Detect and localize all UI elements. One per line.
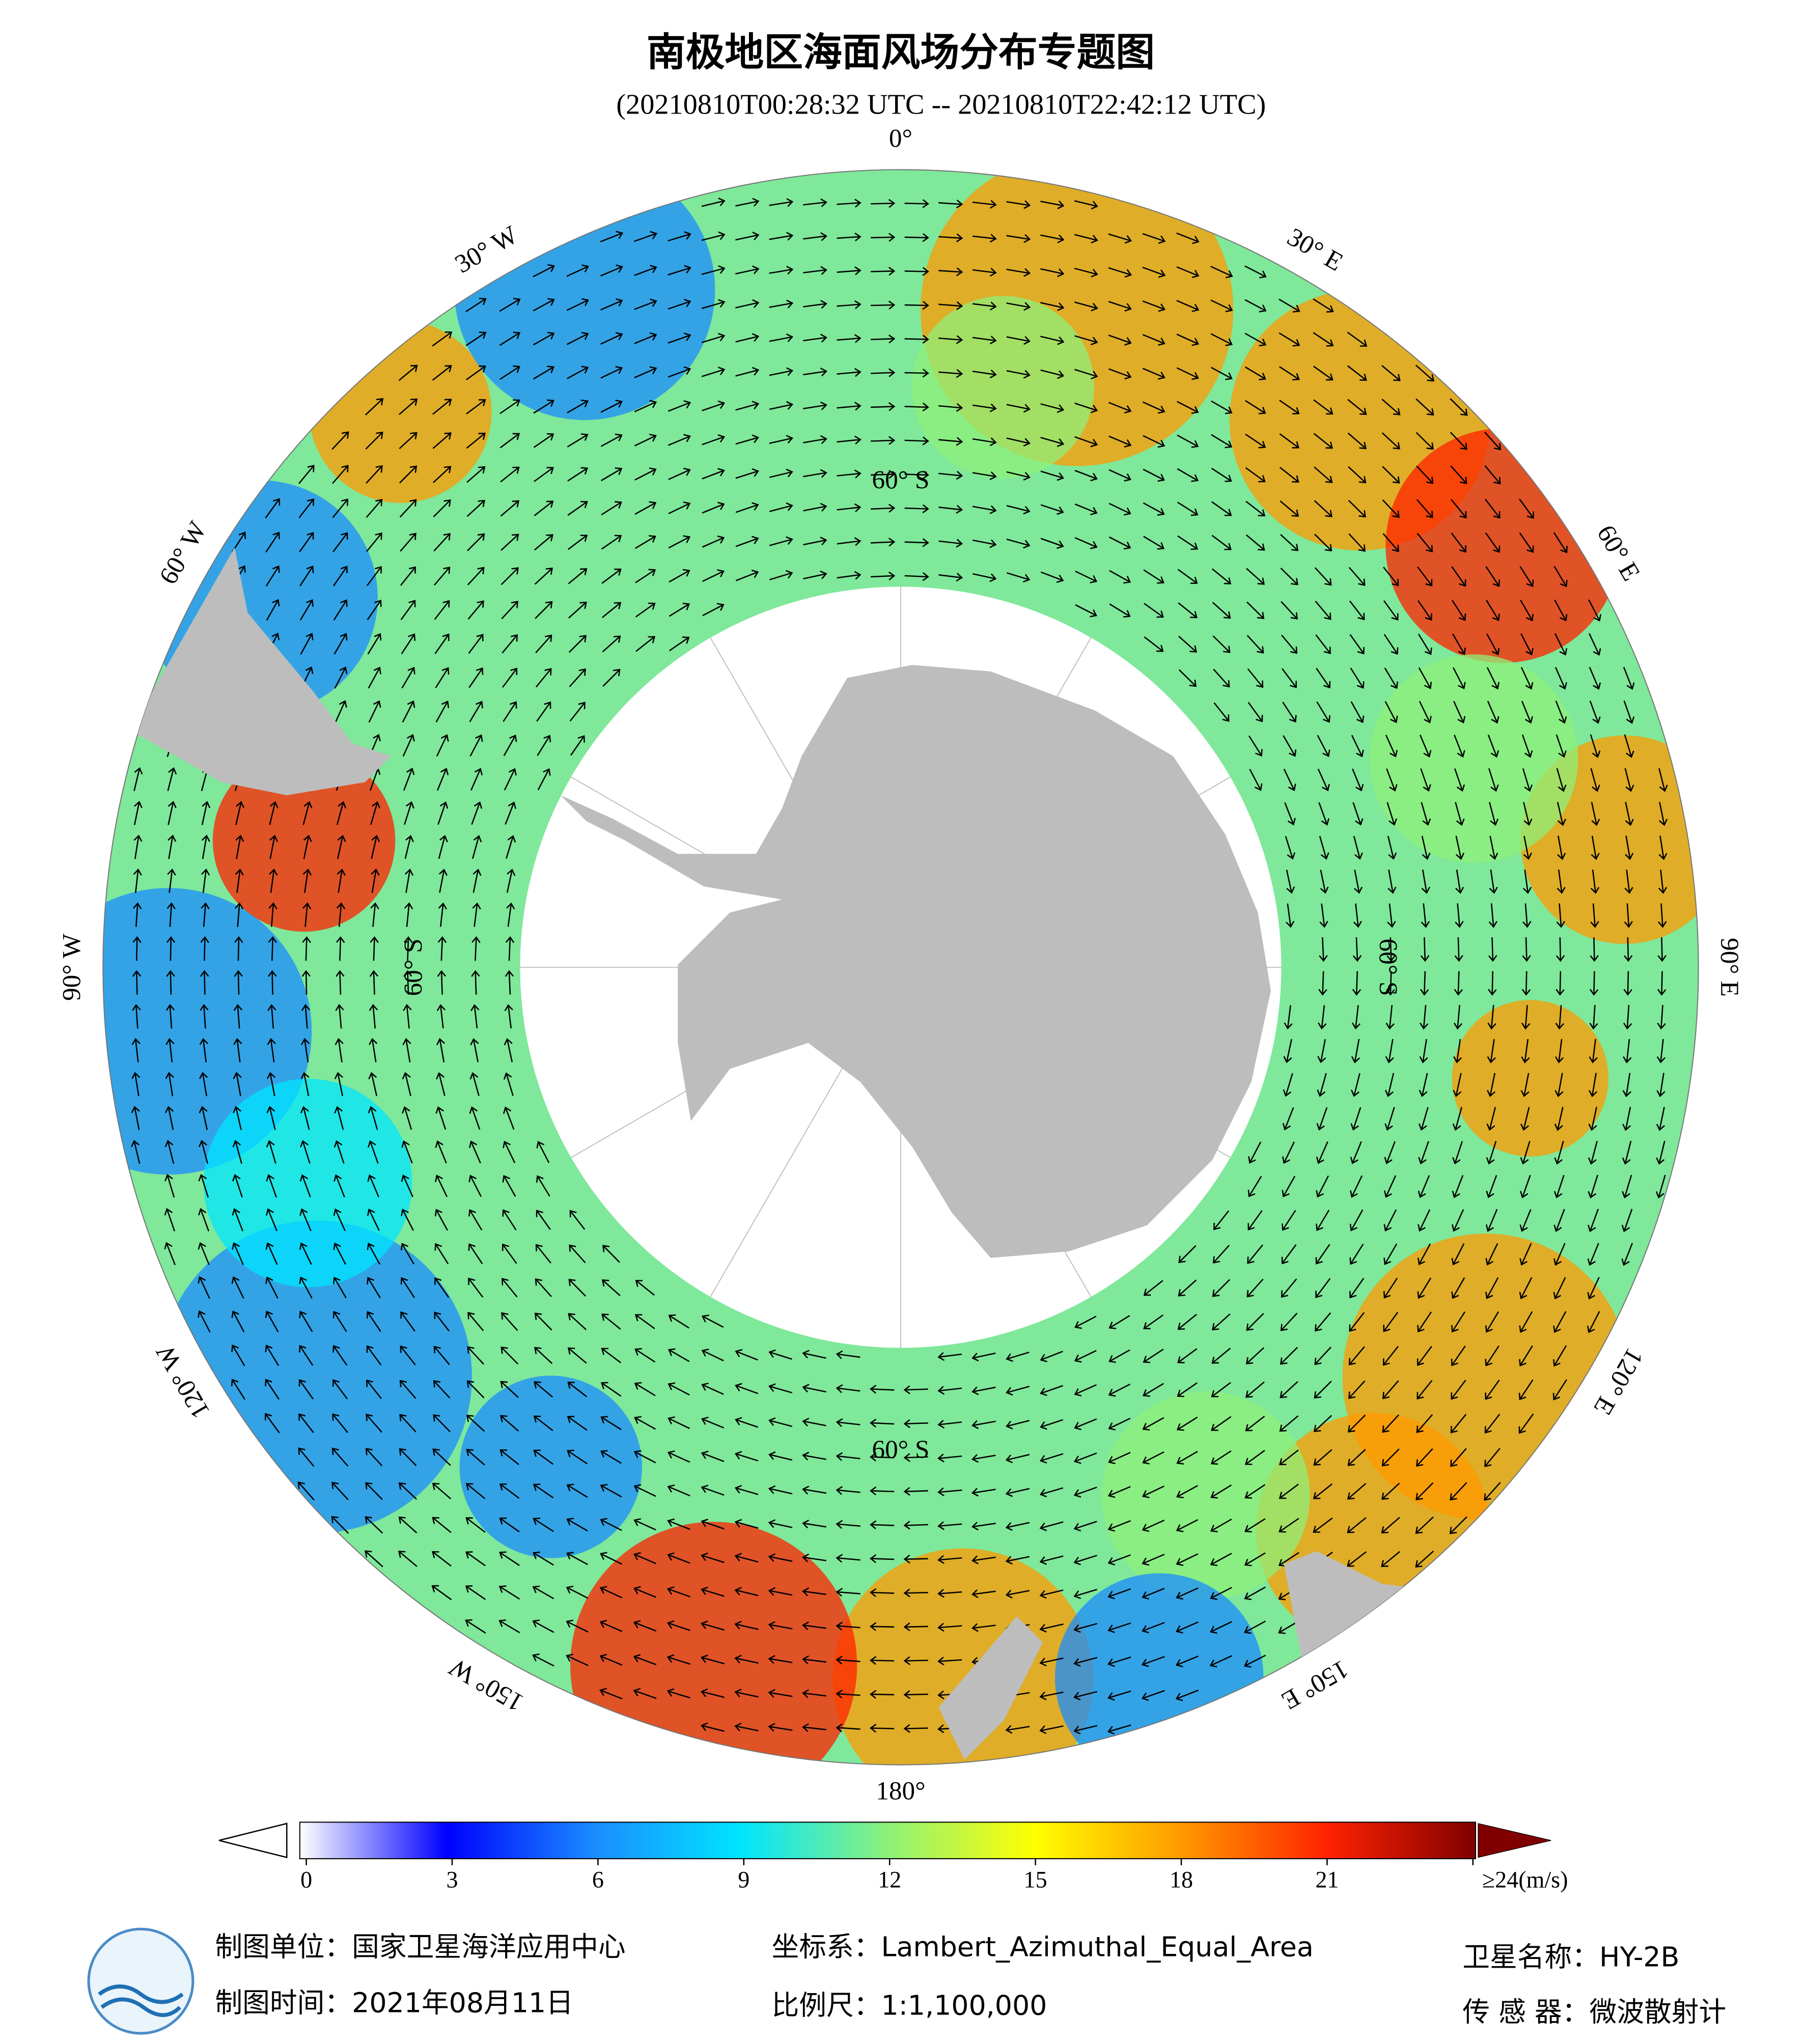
footer-unit: 制图单位：国家卫星海洋应用中心 — [215, 1930, 625, 1963]
colorbar-tick-label: 0 — [300, 1867, 312, 1893]
wind-speed-patch — [1452, 1000, 1608, 1157]
wind-speed-patch — [1369, 654, 1578, 863]
logo-waves — [98, 1984, 184, 2018]
colorbar-tick-label: 3 — [446, 1867, 458, 1893]
footer-sensor: 传 感 器：微波散射计 — [1462, 1996, 1726, 2028]
footer-scale: 比例尺：1:1,100,000 — [772, 1989, 1047, 2021]
wind-speed-patch — [103, 888, 312, 1175]
wind-speed-patch — [459, 1376, 642, 1558]
new-zealand — [938, 1616, 1043, 1760]
longitude-label: 90° W — [58, 933, 87, 1001]
map-title: 南极地区海面风场分布专题图 — [647, 30, 1155, 75]
colorbar-tick-label: 9 — [738, 1867, 750, 1893]
latitude-label: 60° S — [872, 1435, 929, 1464]
colorbar-over — [1478, 1823, 1551, 1858]
colorbar-tick-label: 12 — [878, 1867, 901, 1893]
latitude-label: 60° S — [872, 465, 929, 494]
map-subtitle: (20210810T00:28:32 UTC -- 20210810T22:42… — [616, 89, 1266, 120]
latitude-label: 60° S — [399, 939, 428, 996]
longitude-label: 180° — [876, 1777, 925, 1806]
colorbar-tick-label: 15 — [1024, 1867, 1047, 1893]
colorbar-tick-label: 21 — [1315, 1867, 1339, 1893]
outer-border — [102, 169, 1699, 1766]
logo — [87, 1927, 195, 2035]
south-america — [130, 547, 391, 796]
colorbar-tick-label: 18 — [1170, 1867, 1193, 1893]
wind-speed-patch — [911, 296, 1095, 479]
colorbar-tick-label: ≥24(m/s) — [1482, 1867, 1568, 1893]
wind-speed-patch — [832, 1548, 1094, 1765]
antarctica — [560, 665, 1271, 1258]
wind-speed-patch — [1101, 1391, 1310, 1600]
colorbar-body — [299, 1822, 1476, 1860]
longitude-label: 90° E — [1715, 938, 1744, 997]
footer-projection: 坐标系：Lambert_Azimuthal_Equal_Area — [772, 1930, 1314, 1963]
colorbar: 0 3 6 9 12 15 18 21 ≥24(m/s) — [218, 1822, 1568, 1893]
colorbar-under — [218, 1823, 288, 1859]
wind-speed-patch — [203, 1078, 412, 1287]
footer-date: 制图时间：2021年08月11日 — [215, 1986, 573, 2019]
footer-satellite: 卫星名称：HY-2B — [1462, 1941, 1679, 1973]
latitude-label: 60° S — [1373, 939, 1402, 996]
wind-arrows — [131, 198, 1668, 1735]
longitude-label: 0° — [889, 124, 912, 153]
logo-ring — [87, 1927, 195, 2035]
colorbar-tick-label: 6 — [592, 1867, 604, 1893]
